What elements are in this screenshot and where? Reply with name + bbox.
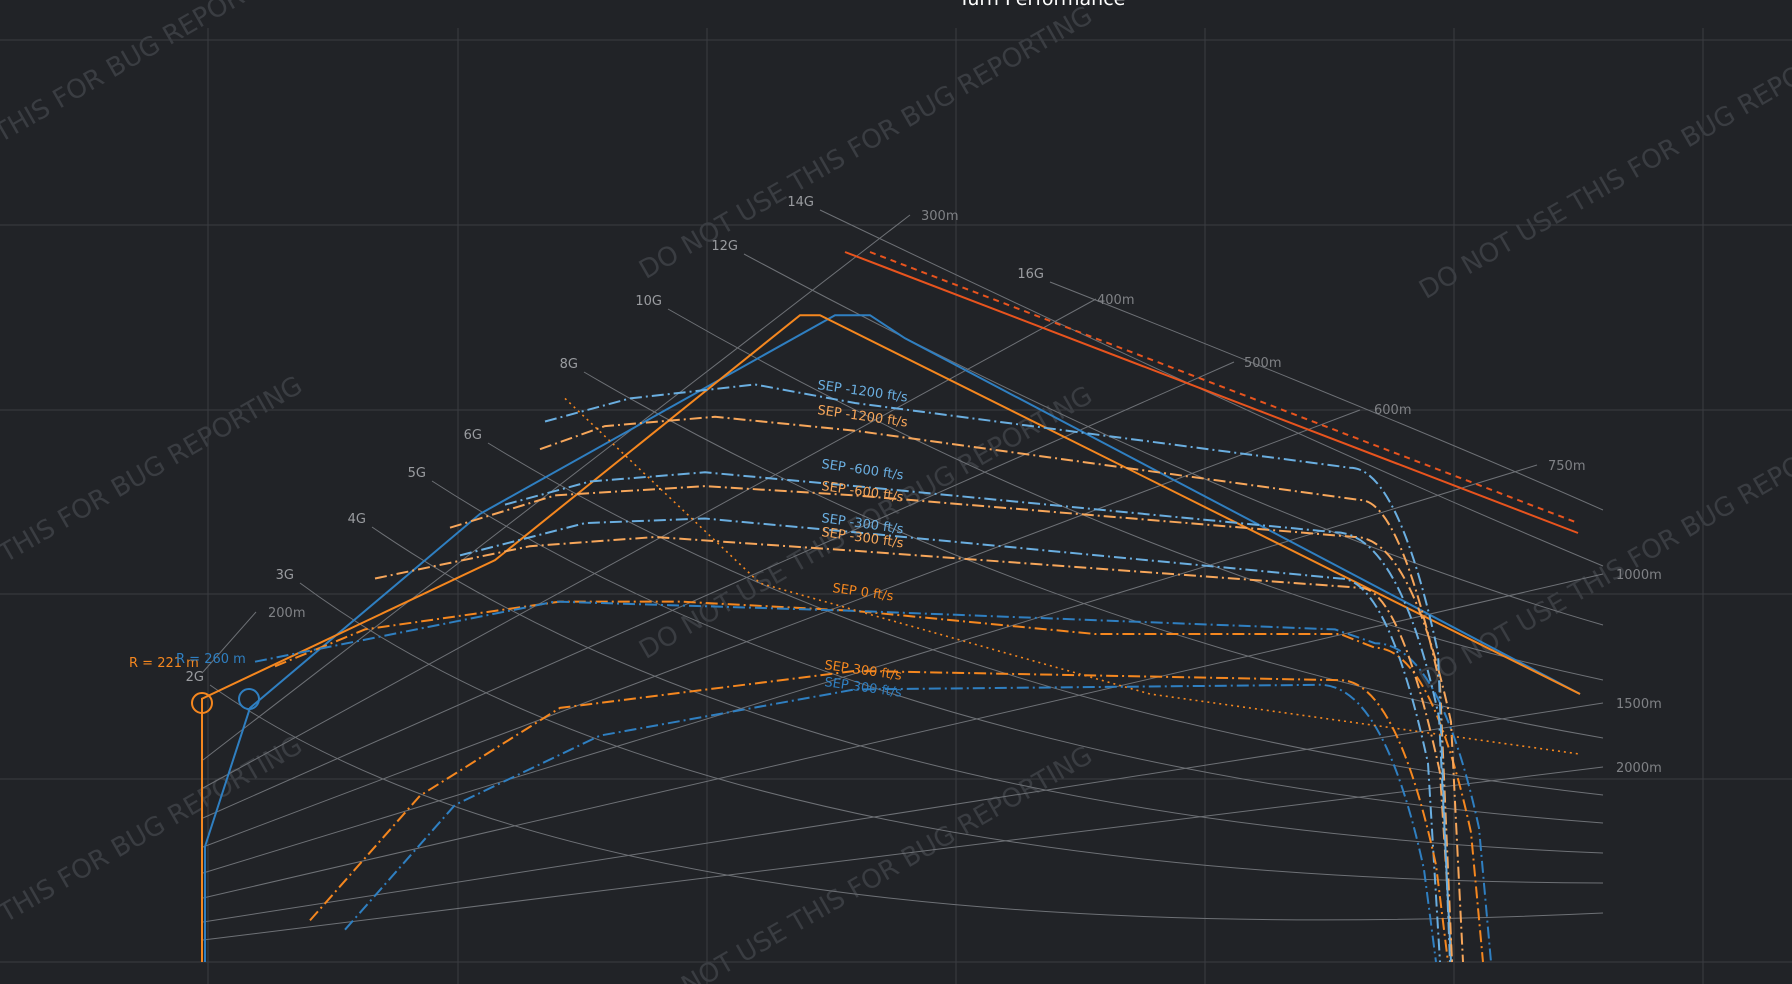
g-line <box>743 253 1604 626</box>
series-line <box>254 600 1492 963</box>
g-label: 16G <box>1017 267 1044 282</box>
corner-marker <box>238 688 260 710</box>
g-label: 3G <box>276 568 294 583</box>
g-line <box>431 480 1604 824</box>
max-envelope-line <box>844 251 1579 534</box>
radius-line <box>202 214 911 761</box>
watermark: DO NOT USE THIS FOR BUG REPORTING <box>1414 21 1792 306</box>
g-label: 8G <box>560 357 578 372</box>
radius-line <box>202 766 1604 941</box>
g-line <box>209 684 1604 921</box>
corner-label: R = 260 m <box>176 652 246 667</box>
watermark: DO NOT USE THIS FOR BUG REPORTING <box>0 731 308 984</box>
g-label: 5G <box>408 466 426 481</box>
watermark: DO NOT USE THIS FOR BUG REPORTING <box>0 0 303 236</box>
g-line <box>299 582 1604 884</box>
series-layer <box>191 251 1581 963</box>
series-line <box>564 397 1581 755</box>
g-line <box>1049 281 1604 511</box>
radius-line <box>202 573 1604 899</box>
sep-label: SEP 0 ft/s <box>831 581 894 604</box>
sep-label: SEP -1200 ft/s <box>816 378 908 406</box>
g-label: 2G <box>186 670 204 685</box>
g-label: 10G <box>635 294 662 309</box>
radius-line <box>202 361 1235 819</box>
g-label: 6G <box>464 428 482 443</box>
sep-label: SEP -600 ft/s <box>820 457 904 483</box>
series-line <box>539 415 1453 963</box>
max-envelope-line <box>869 251 1579 524</box>
radius-label: 500m <box>1244 356 1281 371</box>
radius-label: 750m <box>1548 459 1585 474</box>
corner-marker <box>191 692 213 714</box>
radius-line <box>202 611 257 673</box>
series-line <box>544 383 1451 963</box>
radius-label: 400m <box>1097 293 1134 308</box>
series-line <box>374 535 1453 963</box>
series-line <box>309 669 1449 963</box>
g-line <box>667 308 1604 681</box>
radius-line <box>202 298 1097 789</box>
radius-line <box>202 702 1604 923</box>
chart-title: Turn Performance <box>958 0 1126 10</box>
corner-label: R = 221 m <box>129 656 199 671</box>
g-line <box>371 526 1604 854</box>
g-line <box>819 209 1604 567</box>
radius-label: 200m <box>268 606 305 621</box>
series-line <box>201 314 1581 962</box>
series-line <box>274 600 1484 963</box>
series-line <box>204 314 1581 962</box>
g-line <box>487 442 1604 796</box>
watermark: DO NOT USE THIS FOR BUG REPORTING <box>634 1 1098 286</box>
radius-label: 1500m <box>1616 697 1662 712</box>
radius-line <box>202 409 1361 848</box>
g-label: 14G <box>787 195 814 210</box>
radius-label: 300m <box>921 209 958 224</box>
series-line <box>459 517 1441 963</box>
guide-lines: 2G 3G 4G 5G 6G 8G 10G 12G 14G 16G 200m 300m 400m 500m… <box>186 195 1662 941</box>
series-line <box>504 471 1452 963</box>
radius-line <box>202 464 1538 874</box>
series-line <box>344 683 1437 963</box>
radius-label: 1000m <box>1616 568 1662 583</box>
g-label: 12G <box>711 239 738 254</box>
watermark: DO NOT USE THIS FOR BUG REPORTING <box>634 741 1098 984</box>
watermark: DO NOT USE THIS FOR BUG REPORTING <box>0 371 308 656</box>
g-label: 4G <box>348 512 366 527</box>
radius-label: 2000m <box>1616 761 1662 776</box>
radius-label: 600m <box>1374 403 1411 418</box>
